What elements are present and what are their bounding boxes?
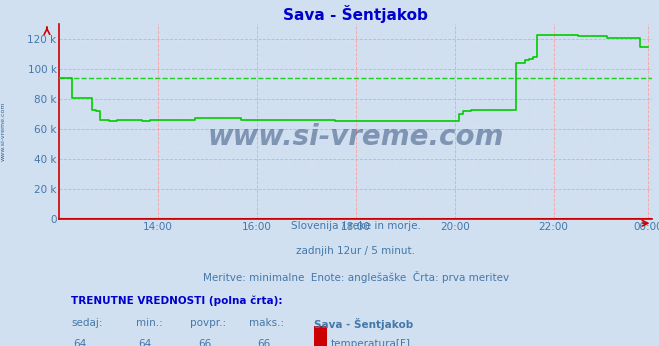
Text: povpr.:: povpr.: <box>190 318 226 328</box>
Text: Slovenija / reke in morje.: Slovenija / reke in morje. <box>291 221 421 231</box>
Text: temperatura[F]: temperatura[F] <box>331 339 411 346</box>
Text: www.si-vreme.com: www.si-vreme.com <box>1 102 6 161</box>
Text: sedaj:: sedaj: <box>71 318 103 328</box>
Text: 66: 66 <box>198 339 212 346</box>
Text: min.:: min.: <box>136 318 163 328</box>
Text: 66: 66 <box>257 339 271 346</box>
Text: www.si-vreme.com: www.si-vreme.com <box>208 123 504 151</box>
Title: Sava - Šentjakob: Sava - Šentjakob <box>283 5 428 23</box>
Text: TRENUTNE VREDNOSTI (polna črta):: TRENUTNE VREDNOSTI (polna črta): <box>71 295 283 306</box>
Text: Meritve: minimalne  Enote: anglešaške  Črta: prva meritev: Meritve: minimalne Enote: anglešaške Črt… <box>203 271 509 283</box>
Bar <box>314 326 328 346</box>
Text: maks.:: maks.: <box>249 318 284 328</box>
Text: 64: 64 <box>73 339 87 346</box>
Text: Sava - Šentjakob: Sava - Šentjakob <box>314 318 414 330</box>
Text: 64: 64 <box>138 339 152 346</box>
Text: zadnjih 12ur / 5 minut.: zadnjih 12ur / 5 minut. <box>297 246 415 256</box>
